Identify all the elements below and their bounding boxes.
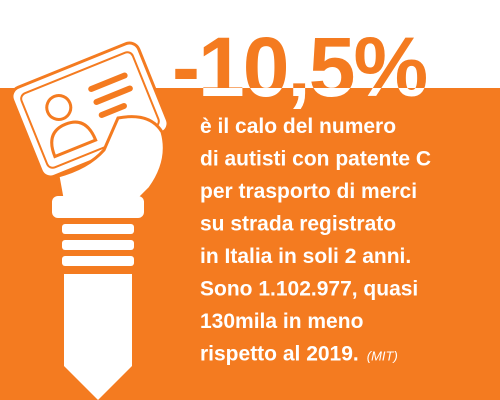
license-icon xyxy=(10,41,170,400)
body-line: su strada registrato xyxy=(200,213,396,236)
body-line: Sono 1.102.977, quasi xyxy=(200,278,418,301)
body-line: 130mila in meno xyxy=(200,310,363,333)
source: (MIT) xyxy=(367,349,398,364)
headline-lower: -10,5% xyxy=(172,20,426,114)
body-line: di autisti con patente C xyxy=(200,148,431,171)
body-line: rispetto al 2019. xyxy=(200,343,359,366)
body-line: per trasporto di merci xyxy=(200,180,417,203)
body-line: è il calo del numero xyxy=(200,115,396,138)
body-text: è il calo del numero di autisti con paten… xyxy=(200,115,431,366)
body-line: in Italia in soli 2 anni. xyxy=(200,245,411,268)
headline: -10,5% xyxy=(172,20,426,114)
